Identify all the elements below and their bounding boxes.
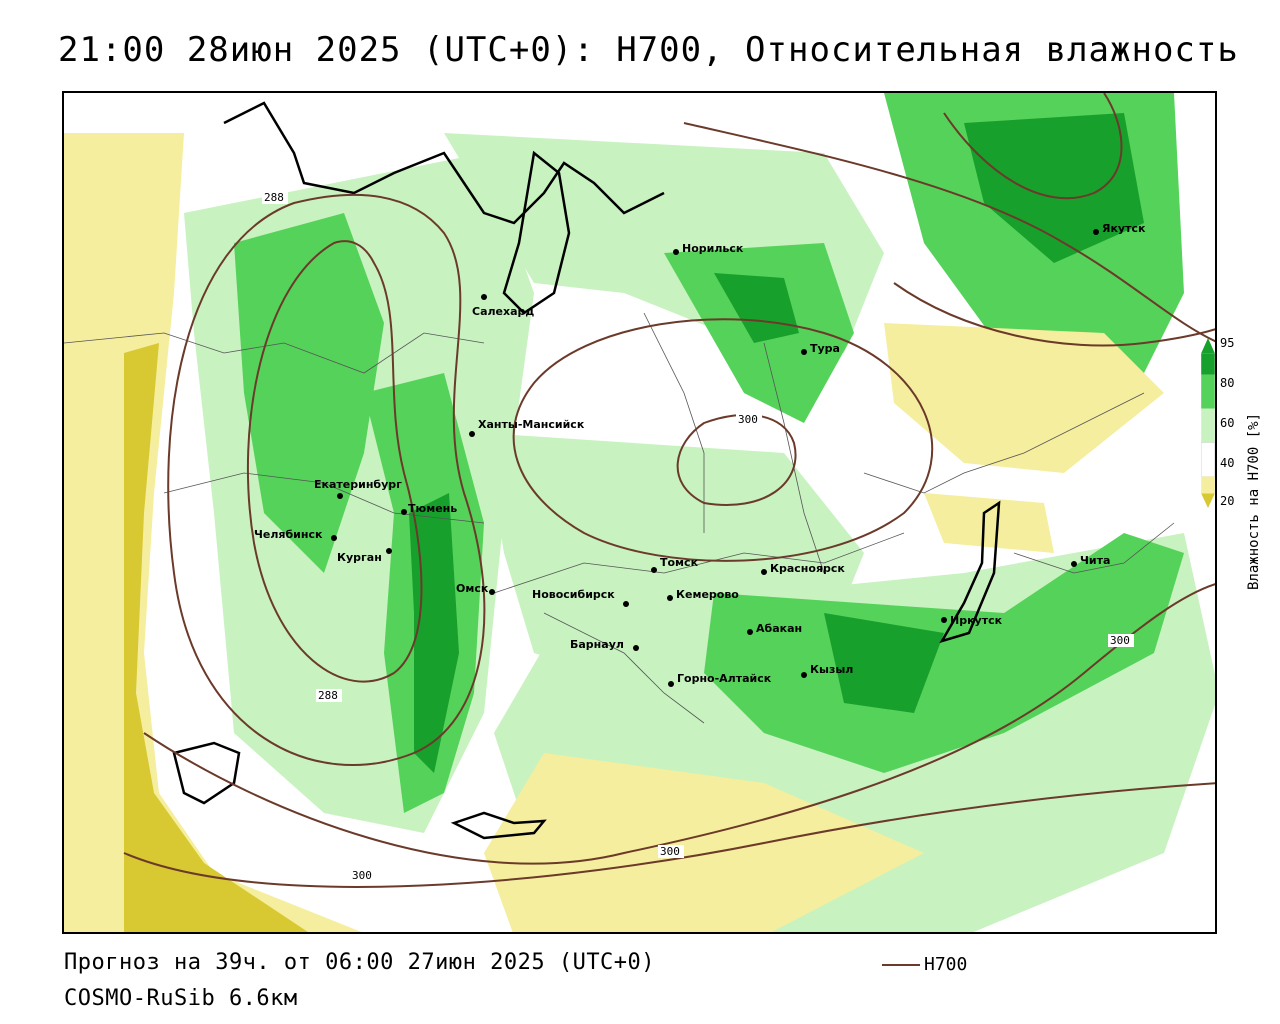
kara-sea-coast — [223, 101, 665, 225]
city-label: Омск — [456, 582, 489, 595]
forecast-map: 288 288 300 300 300 300 — [62, 91, 1217, 934]
map-canvas: 288 288 300 300 300 300 — [64, 93, 1215, 932]
legend-tick: 80 — [1220, 376, 1235, 390]
city-label: Новосибирск — [532, 588, 615, 601]
contour-legend-label: H700 — [924, 954, 968, 975]
city-label: Челябинск — [254, 528, 323, 541]
contour-label: 300 — [738, 413, 758, 426]
caspian-coast — [172, 741, 241, 805]
dry-zone-south — [484, 753, 924, 932]
contour-label: 288 — [318, 689, 338, 702]
city-label: Курган — [337, 551, 382, 564]
h700-contours — [123, 93, 1215, 888]
city-label: Абакан — [756, 622, 802, 635]
city-markers: Якутск Норильск Салехард Тура Ханты-Манс… — [254, 222, 1146, 687]
contour-300-ring — [512, 318, 934, 562]
city-label: Кемерово — [676, 588, 739, 601]
geography — [172, 101, 1001, 840]
contour-north — [683, 122, 1215, 343]
city-label: Томск — [660, 556, 699, 569]
legend-title: Влажность на H700 [%] — [1246, 412, 1262, 590]
dry-zone-east — [884, 323, 1164, 473]
contour-legend-swatch — [882, 963, 920, 966]
very-humid-zone-ural — [234, 213, 384, 573]
legend-tick: 60 — [1220, 416, 1235, 430]
legend-tick: 40 — [1220, 456, 1235, 470]
admin-borders — [64, 312, 1175, 724]
dry-zone-baikal — [924, 493, 1054, 553]
city-label: Тюмень — [408, 502, 457, 515]
humidity-legend: 95 80 60 40 20 Влажность на H700 [%] — [1200, 300, 1280, 600]
legend-colorbar — [1200, 338, 1216, 508]
very-humid-zone-sayan — [704, 533, 1184, 773]
humidity-field — [64, 93, 1215, 932]
contour-legend: H700 — [882, 954, 967, 975]
very-dry-zone-west — [124, 343, 308, 932]
contour-label: 300 — [352, 869, 372, 882]
contour-labels: 288 288 300 300 300 300 — [262, 191, 1134, 882]
very-humid-core-northeast — [964, 113, 1144, 263]
legend-tick: 95 — [1220, 336, 1235, 350]
city-label: Ханты-Мансийск — [478, 418, 585, 431]
map-title: 21:00 28июн 2025 (UTC+0): H700, Относите… — [58, 30, 1239, 70]
city-label: Екатеринбург — [314, 478, 402, 491]
city-label: Салехард — [472, 305, 534, 318]
city-label: Чита — [1080, 554, 1110, 567]
forecast-info: Прогноз на 39ч. от 06:00 27июн 2025 (UTC… — [64, 950, 656, 975]
legend-tick: 20 — [1220, 494, 1235, 508]
city-label: Иркутск — [950, 614, 1003, 627]
city-label: Барнаул — [570, 638, 624, 651]
contour-300-center — [676, 413, 797, 506]
contour-east-mid — [893, 282, 1215, 347]
contour-288-inner — [246, 240, 423, 683]
very-humid-core-taimyr — [714, 273, 799, 343]
city-label: Кызыл — [810, 663, 853, 676]
balkhash-lake — [450, 811, 547, 840]
city-label: Якутск — [1102, 222, 1146, 235]
contour-northeast — [943, 93, 1123, 200]
city-label: Красноярск — [770, 562, 845, 575]
very-humid-core-sayan — [824, 613, 944, 713]
city-label: Норильск — [682, 242, 744, 255]
city-label: Горно-Алтайск — [677, 672, 772, 685]
contour-300-far-south — [123, 782, 1215, 888]
yamal-peninsula — [502, 150, 571, 315]
city-label: Тура — [810, 342, 840, 355]
contour-label: 288 — [264, 191, 284, 204]
model-name: COSMO-RuSib 6.6км — [64, 986, 298, 1011]
contour-label: 300 — [660, 845, 680, 858]
lake-baikal — [939, 500, 1001, 644]
contour-label: 300 — [1110, 634, 1130, 647]
contour-288-west — [167, 193, 486, 766]
